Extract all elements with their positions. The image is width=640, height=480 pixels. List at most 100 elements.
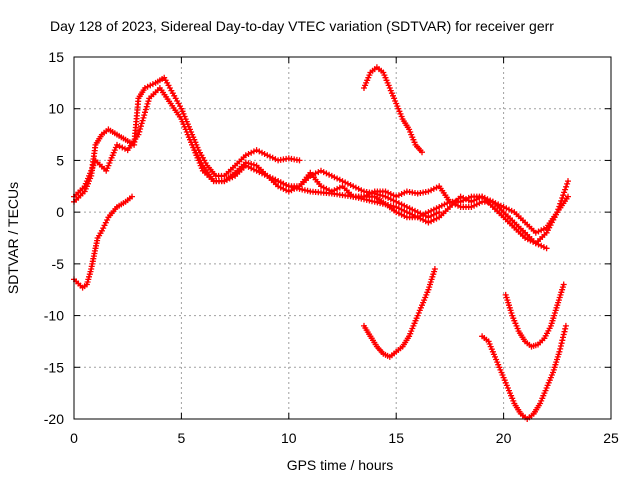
data-point — [560, 192, 567, 199]
data-point — [331, 174, 338, 181]
data-point — [398, 206, 405, 213]
data-point — [393, 204, 400, 210]
data-point — [242, 159, 249, 166]
data-point — [428, 207, 435, 214]
data-point — [387, 196, 394, 203]
data-point — [403, 204, 410, 210]
data-point — [256, 148, 263, 155]
data-point — [320, 184, 327, 191]
data-point — [390, 192, 397, 199]
data-point — [428, 187, 435, 194]
data-point — [562, 186, 569, 193]
data-point — [116, 143, 123, 150]
data-point — [250, 148, 257, 155]
series-markers-arc-neg-2 — [502, 281, 567, 350]
data-point — [409, 206, 416, 213]
data-point — [543, 245, 550, 252]
data-point — [339, 178, 346, 185]
data-point — [264, 152, 271, 159]
data-point — [344, 180, 351, 187]
series-markers-arc-main-e — [350, 193, 550, 252]
data-point — [358, 187, 365, 194]
data-point — [556, 203, 563, 210]
series-markers-arc-neg-1 — [361, 266, 438, 360]
data-point — [336, 176, 343, 183]
data-point — [272, 156, 279, 163]
data-point — [527, 237, 534, 244]
data-point — [538, 242, 545, 249]
data-point — [436, 209, 443, 216]
data-point — [438, 202, 445, 209]
data-point — [460, 194, 467, 201]
data-point — [503, 205, 510, 212]
y-tick-label: -20 — [44, 411, 64, 427]
x-tick-label: 0 — [70, 430, 78, 446]
y-tick-label: 0 — [56, 204, 64, 220]
data-point — [142, 106, 149, 113]
data-point — [135, 131, 142, 138]
data-point — [139, 117, 146, 124]
data-point — [137, 123, 144, 130]
data-point — [102, 219, 109, 226]
data-point — [129, 193, 135, 200]
plot-frame — [73, 56, 612, 420]
data-point — [560, 334, 566, 341]
data-point — [500, 204, 507, 210]
data-point — [390, 203, 397, 210]
data-point — [141, 112, 148, 119]
data-point — [355, 185, 362, 192]
data-point — [261, 151, 268, 157]
data-point — [318, 183, 324, 190]
series-markers-arc-main-a — [71, 74, 303, 205]
data-point — [379, 200, 386, 207]
data-point — [326, 171, 333, 178]
data-point — [242, 152, 249, 159]
data-point — [425, 188, 432, 195]
data-point — [122, 145, 128, 152]
data-point — [540, 244, 547, 251]
y-tick-label: -15 — [44, 359, 64, 375]
data-point — [565, 193, 571, 200]
series-markers-arc-high-noon — [361, 64, 425, 156]
data-point — [395, 200, 402, 207]
data-point — [272, 176, 279, 183]
data-point — [361, 196, 367, 203]
data-point — [558, 197, 565, 204]
data-point — [463, 196, 469, 203]
data-point — [137, 126, 144, 132]
data-point — [557, 345, 564, 352]
data-point — [288, 183, 295, 190]
data-point — [560, 281, 567, 288]
data-point — [465, 197, 472, 204]
data-point — [557, 200, 564, 207]
data-point — [104, 217, 111, 223]
data-point — [476, 194, 483, 201]
data-point — [471, 202, 478, 209]
data-point — [414, 214, 421, 221]
data-point — [299, 186, 306, 193]
data-point — [119, 144, 126, 151]
y-tick-label: -10 — [44, 308, 64, 324]
y-tick-label: 15 — [48, 49, 64, 65]
data-point — [144, 100, 151, 107]
data-point — [561, 328, 568, 335]
x-tick-label: 10 — [281, 430, 297, 446]
data-point — [264, 172, 271, 179]
data-point — [267, 153, 273, 160]
data-point — [457, 193, 464, 200]
data-point — [395, 210, 402, 217]
data-point — [412, 213, 418, 219]
data-point — [431, 266, 438, 272]
data-point — [430, 211, 437, 218]
data-point — [403, 209, 410, 216]
data-point — [334, 175, 341, 182]
data-point — [398, 191, 405, 197]
data-point — [406, 210, 413, 217]
data-point — [558, 340, 565, 347]
data-point — [385, 194, 392, 201]
data-point — [532, 229, 539, 236]
data-point — [393, 193, 400, 200]
data-point — [444, 200, 451, 207]
data-point — [253, 147, 260, 154]
